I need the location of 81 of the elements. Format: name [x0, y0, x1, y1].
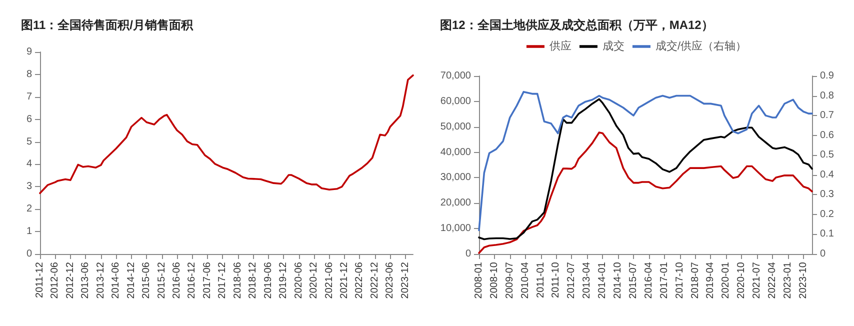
y-tick-label: 10,000 [440, 223, 472, 234]
y2-tick-label: 0.6 [820, 130, 834, 141]
y-tick-label: 70,000 [440, 70, 472, 82]
x-tick-label: 2013-12 [95, 262, 106, 299]
x-tick-label: 2010-04 [520, 262, 531, 299]
x-tick-label: 2009-07 [504, 262, 516, 299]
legend-label: 成交 [602, 40, 624, 52]
x-tick-label: 2015-06 [141, 262, 152, 299]
x-tick-label: 2012-06 [50, 262, 61, 299]
chart-title: 图12：全国土地供应及成交总面积（万平，MA12） [440, 18, 714, 32]
x-tick-label: 2016-04 [643, 262, 654, 299]
y2-tick-label: 0 [820, 248, 826, 260]
x-tick-label: 2022-06 [354, 262, 366, 299]
x-tick-label: 2018-07 [690, 262, 701, 299]
x-tick-label: 2014-06 [110, 262, 122, 299]
y-tick-label: 2 [26, 204, 32, 215]
x-tick-label: 2023-06 [384, 262, 396, 299]
y-tick-label: 1 [26, 226, 32, 238]
x-tick-label: 2017-06 [202, 262, 213, 299]
x-tick-label: 2019-06 [262, 262, 274, 299]
x-tick-label: 2015-07 [628, 262, 639, 299]
y2-tick-label: 0.1 [820, 228, 834, 240]
y2-tick-label: 0.8 [820, 90, 834, 102]
y-tick-label: 9 [26, 46, 32, 58]
x-tick-label: 2021-07 [752, 262, 763, 299]
x-tick-label: 2018-12 [248, 262, 259, 299]
y-tick-label: 0 [465, 248, 472, 260]
line-series [39, 74, 414, 194]
x-tick-label: 2018-06 [232, 262, 244, 299]
y-tick-label: 0 [26, 248, 32, 260]
y-tick-label: 5 [26, 136, 32, 148]
x-tick-label: 2008-10 [488, 262, 500, 299]
y2-tick-label: 0.4 [820, 169, 834, 180]
y2-tick-label: 0.9 [820, 70, 834, 82]
x-tick-label: 2022-12 [369, 262, 380, 299]
y2-tick-label: 0.3 [820, 189, 834, 200]
legend-label: 供应 [549, 40, 572, 52]
y2-tick-label: 0.5 [820, 150, 834, 161]
y-tick-label: 60,000 [440, 96, 472, 107]
x-tick-label: 2020-10 [736, 262, 748, 299]
x-tick-label: 2017-10 [674, 262, 686, 299]
x-tick-label: 2023-01 [782, 262, 794, 299]
y-tick-label: 3 [26, 181, 32, 192]
x-tick-label: 2019-04 [705, 262, 716, 299]
x-tick-label: 2020-01 [720, 262, 732, 299]
x-tick-label: 2020-12 [308, 262, 320, 299]
x-tick-label: 2016-06 [172, 262, 183, 299]
x-tick-label: 2015-12 [156, 262, 168, 299]
x-tick-label: 2021-06 [324, 262, 335, 299]
legend-label: 成交/供应（右轴） [655, 40, 747, 52]
x-tick-label: 2013-06 [80, 262, 92, 299]
y-tick-label: 30,000 [440, 172, 472, 184]
x-tick-label: 2011-10 [550, 262, 562, 298]
x-tick-label: 2014-01 [597, 262, 608, 299]
y-tick-label: 40,000 [440, 146, 472, 158]
x-tick-label: 2016-12 [186, 262, 198, 299]
y-tick-label: 7 [26, 91, 32, 102]
y2-tick-label: 0.2 [820, 208, 834, 220]
x-tick-label: 2017-12 [217, 262, 228, 299]
chart-title: 图11：全国待售面积/月销售面积 [21, 18, 194, 32]
x-tick-label: 2011-12 [34, 262, 46, 298]
x-tick-label: 2011-01 [535, 262, 546, 298]
y-tick-label: 8 [26, 68, 32, 80]
y2-tick-label: 0.7 [820, 110, 834, 122]
x-tick-label: 2008-01 [474, 262, 484, 299]
x-tick-label: 2019-12 [278, 262, 290, 299]
y-tick-label: 50,000 [440, 121, 472, 132]
y-tick-label: 6 [26, 114, 32, 125]
x-tick-label: 2023-12 [400, 262, 411, 299]
y-tick-label: 4 [26, 158, 32, 170]
x-tick-label: 2013-04 [582, 262, 593, 299]
x-tick-label: 2020-06 [293, 262, 304, 299]
x-tick-label: 2017-01 [658, 262, 670, 299]
x-tick-label: 2014-12 [126, 262, 137, 299]
x-tick-label: 2021-12 [338, 262, 350, 299]
x-tick-label: 2012-07 [566, 262, 578, 299]
x-tick-label: 2014-10 [612, 262, 624, 299]
x-tick-label: 2012-12 [64, 262, 76, 299]
y-tick-label: 20,000 [440, 198, 472, 209]
x-tick-label: 2022-04 [767, 262, 778, 299]
x-tick-label: 2023-10 [798, 262, 809, 299]
